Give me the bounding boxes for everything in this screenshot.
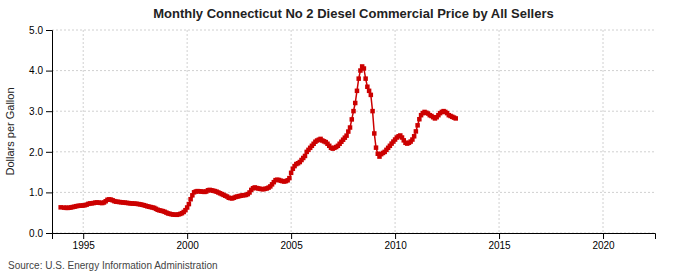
- tick-mark: [83, 233, 84, 239]
- tick-label: 5.0: [29, 25, 43, 36]
- grid-line-y: [52, 30, 655, 31]
- marker: [453, 116, 458, 121]
- annotation: Source: U.S. Energy Information Administ…: [8, 260, 218, 271]
- marker: [417, 117, 422, 122]
- marker: [187, 202, 192, 207]
- line: [61, 66, 456, 214]
- tick-label: 4.0: [29, 65, 43, 76]
- tick-mark: [46, 192, 52, 193]
- tick: 2000: [177, 233, 200, 251]
- tick: 2010: [384, 233, 407, 251]
- tick: 0.0: [29, 228, 52, 239]
- marker: [372, 131, 377, 136]
- grid-line-x: [395, 30, 396, 233]
- marker: [188, 197, 193, 202]
- tick-label: 2005: [280, 240, 303, 251]
- tick: 2020: [592, 233, 615, 251]
- y-axis-label: Dollars per Gallon: [4, 87, 16, 175]
- tick-mark: [46, 71, 52, 72]
- tick-label: 2020: [592, 240, 615, 251]
- tick-label: 2000: [177, 240, 200, 251]
- marker: [353, 101, 358, 106]
- marker: [351, 109, 356, 114]
- grid-line-x: [83, 30, 84, 233]
- axis-line: [46, 31, 53, 234]
- marker: [367, 89, 372, 94]
- tick-label: 0.0: [29, 228, 43, 239]
- marker: [362, 66, 367, 71]
- marker: [356, 76, 361, 81]
- marker: [287, 176, 292, 181]
- grid-line-y: [52, 151, 655, 152]
- marker: [412, 134, 417, 139]
- marker: [289, 171, 294, 176]
- grid: [52, 30, 655, 233]
- x-axis: 1995 2000 2005 2010 2015 2020: [53, 233, 656, 251]
- tick: 4.0: [29, 65, 52, 76]
- marker: [355, 89, 360, 94]
- tick: 5.0: [29, 25, 52, 36]
- grid-line-y: [52, 70, 655, 71]
- tick-mark: [46, 111, 52, 112]
- tick-mark: [46, 30, 52, 31]
- tick: 2015: [488, 233, 511, 251]
- tick-mark: [291, 233, 292, 239]
- tick-mark: [603, 233, 604, 239]
- tick-mark: [46, 233, 52, 234]
- grid-line-x: [499, 30, 500, 233]
- marker: [415, 123, 420, 128]
- marker: [369, 93, 374, 98]
- tick-label: 3.0: [29, 106, 43, 117]
- title: Monthly Connecticut No 2 Diesel Commerci…: [153, 6, 553, 21]
- marker: [346, 129, 351, 134]
- marker: [363, 76, 368, 81]
- marker: [344, 133, 349, 138]
- tick-label: 1.0: [29, 187, 43, 198]
- tick: 1.0: [29, 187, 52, 198]
- tick: 2005: [280, 233, 303, 251]
- tick: 1995: [73, 233, 96, 251]
- grid-line-x: [291, 30, 292, 233]
- y-axis: 0.0 1.0 2.0 3.0 4.0 5.0: [29, 25, 52, 239]
- tick-mark: [499, 233, 500, 239]
- tick-label: 2010: [384, 240, 407, 251]
- tick: 3.0: [29, 106, 52, 117]
- tick-label: 2015: [488, 240, 511, 251]
- tick-mark: [46, 152, 52, 153]
- marker: [350, 117, 355, 122]
- tick-mark: [187, 233, 188, 239]
- tick-label: 1995: [73, 240, 96, 251]
- marker: [370, 109, 375, 114]
- series: [58, 64, 458, 217]
- grid-line-x: [603, 30, 604, 233]
- chart: 1995 2000 2005 2010 2015 2020 0.0 1.0 2.0 3.0 4.0 5…: [0, 0, 675, 275]
- grid-line-y: [52, 192, 655, 193]
- marker: [365, 85, 370, 90]
- tick-label: 2.0: [29, 147, 43, 158]
- tick-mark: [395, 233, 396, 239]
- axis-line: [53, 234, 656, 240]
- plot: 1995 2000 2005 2010 2015 2020 0.0 1.0 2.0 3.0 4.0 5…: [29, 25, 655, 251]
- marker: [374, 145, 379, 150]
- marker: [414, 129, 419, 134]
- tick: 2.0: [29, 147, 52, 158]
- marker: [303, 154, 308, 159]
- marker: [348, 125, 353, 130]
